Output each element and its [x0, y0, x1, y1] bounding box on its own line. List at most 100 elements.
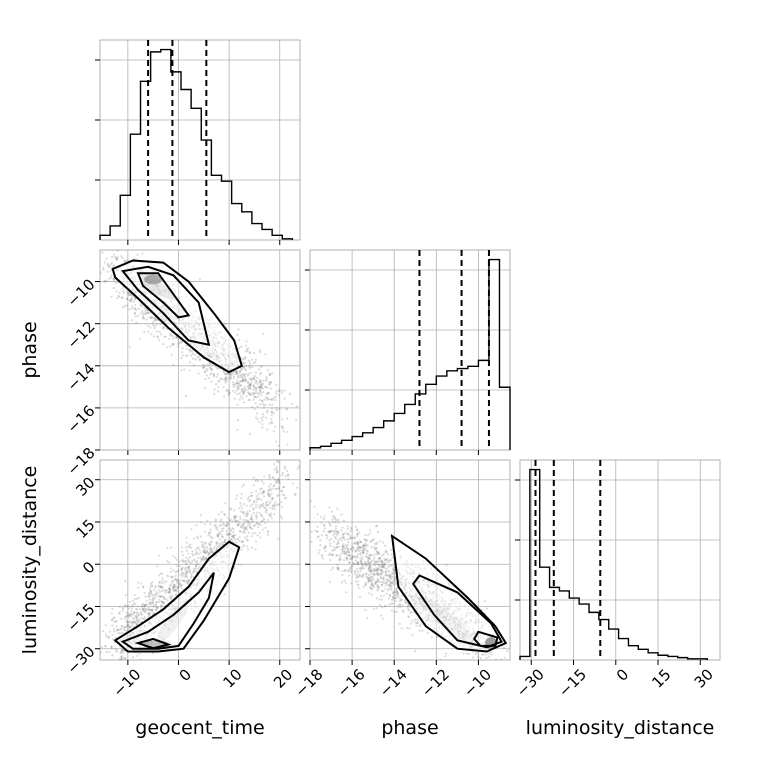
sample-point [229, 518, 232, 521]
sample-point [315, 530, 319, 534]
sample-point [234, 515, 237, 519]
sample-point [341, 550, 344, 553]
sample-point [394, 599, 397, 603]
sample-point [119, 665, 121, 667]
sample-point [373, 564, 377, 567]
sample-point [192, 570, 195, 573]
sample-point [216, 533, 219, 536]
sample-point [233, 515, 236, 518]
sample-point [201, 543, 204, 546]
sample-point [330, 510, 334, 513]
sample-point [150, 584, 153, 587]
sample-point [384, 549, 387, 552]
sample-point [253, 374, 256, 378]
sample-point [222, 378, 225, 381]
sample-point [388, 603, 391, 606]
sample-point [154, 585, 157, 589]
sample-point [250, 517, 253, 520]
sample-point [169, 596, 172, 599]
sample-point [338, 559, 341, 562]
sample-point [376, 553, 379, 556]
sample-point [169, 345, 172, 348]
sample-point [384, 587, 387, 590]
sample-point [140, 617, 143, 620]
sample-point [246, 510, 249, 514]
sample-point [127, 293, 131, 297]
sample-point [328, 580, 331, 583]
sample-point [156, 606, 159, 609]
sample-point [490, 651, 493, 654]
sample-point [243, 388, 247, 391]
sample-point [126, 623, 129, 626]
sample-point [190, 576, 193, 579]
sample-point [268, 514, 271, 518]
sample-point [132, 613, 135, 616]
sample-point [223, 593, 226, 596]
sample-point [206, 550, 209, 553]
sample-point [338, 537, 341, 541]
sample-point [227, 527, 230, 530]
sample-point [111, 654, 114, 657]
sample-point [207, 554, 210, 557]
sample-point [335, 519, 338, 522]
sample-point [129, 661, 131, 663]
sample-point [314, 529, 317, 532]
sample-point [124, 604, 127, 607]
sample-point [105, 279, 108, 282]
sample-point [207, 534, 210, 537]
sample-point [276, 471, 279, 474]
sample-point [170, 353, 173, 356]
sample-point [122, 606, 125, 609]
sample-point [216, 367, 219, 370]
sample-point [367, 534, 370, 537]
sample-point [197, 537, 200, 540]
sample-point [260, 382, 263, 385]
sample-point [285, 407, 288, 410]
sample-point [151, 602, 154, 605]
sample-point [384, 571, 387, 574]
hist-panel-phase [305, 249, 511, 455]
sample-point [350, 558, 354, 561]
sample-point [261, 387, 264, 390]
sample-point [356, 553, 360, 556]
sample-point [337, 532, 340, 535]
sample-point [202, 544, 205, 547]
sample-point [203, 551, 206, 554]
sample-point [187, 558, 190, 561]
sample-point [143, 607, 146, 611]
sample-point [111, 624, 114, 627]
sample-point [330, 553, 333, 556]
sample-point [181, 573, 185, 576]
sample-point [196, 546, 199, 550]
sample-point [338, 558, 341, 561]
y-tick-label-phase: −18 [63, 444, 98, 479]
sample-point [177, 590, 180, 594]
sample-point [195, 551, 198, 554]
sample-point [392, 573, 395, 576]
sample-point [240, 388, 243, 391]
y-tick-label-luminosity_distance: 15 [72, 516, 98, 542]
sample-point [365, 544, 368, 547]
sample-point [270, 398, 274, 401]
sample-point [215, 548, 219, 551]
sample-point [222, 386, 225, 389]
sample-point [189, 350, 192, 353]
sample-point [239, 380, 242, 383]
sample-point [374, 582, 377, 586]
sample-point [393, 610, 396, 614]
sample-point [223, 513, 226, 516]
sample-point [209, 362, 213, 365]
sample-point [384, 574, 387, 577]
sample-point [351, 556, 354, 560]
sample-point [97, 641, 99, 643]
sample-point [225, 375, 228, 378]
sample-point [197, 567, 200, 570]
sample-point [407, 608, 410, 611]
sample-point [209, 550, 212, 553]
sample-point [401, 609, 405, 612]
sample-point [131, 307, 134, 310]
sample-point [377, 556, 381, 560]
sample-point [193, 569, 196, 572]
sample-point [247, 531, 250, 534]
sample-point [124, 259, 127, 263]
